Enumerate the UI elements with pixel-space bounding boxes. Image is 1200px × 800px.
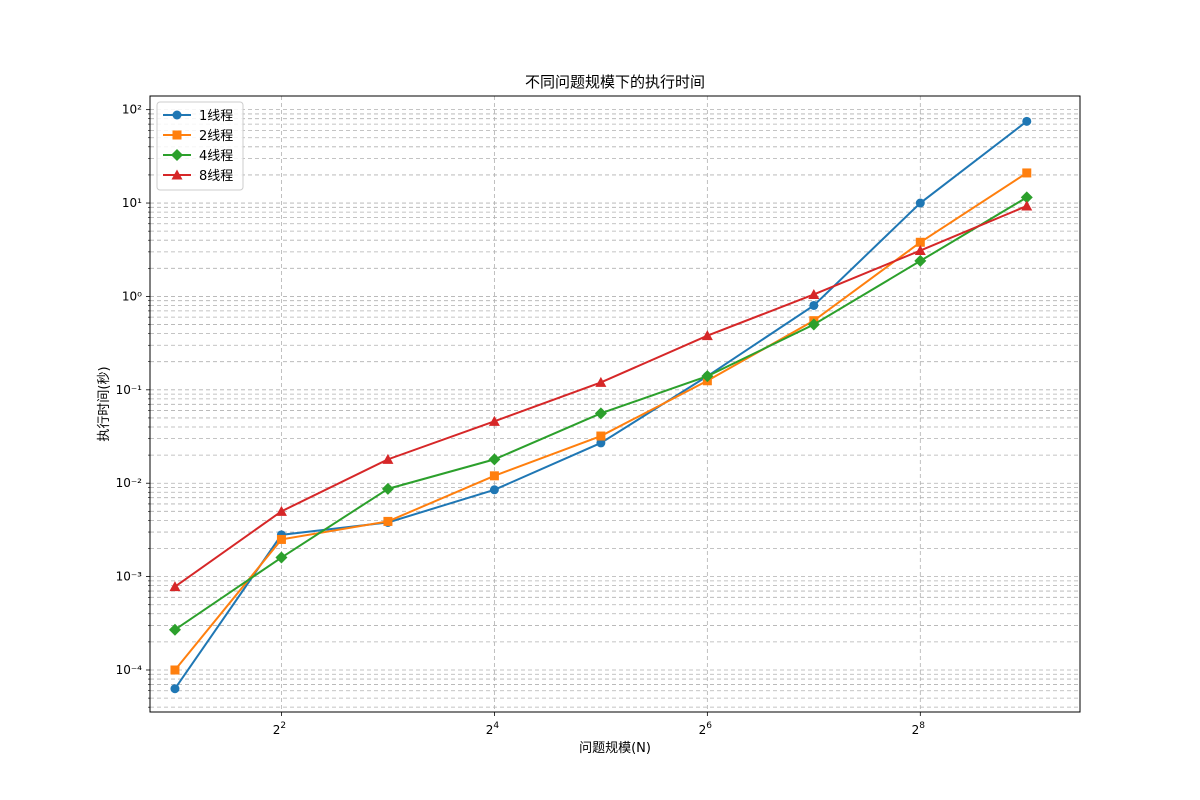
data-point	[701, 370, 714, 383]
y-tick-label: 10⁻³	[116, 570, 143, 584]
legend: 1线程 2线程 4线程 8线程	[156, 101, 244, 191]
legend-marker	[171, 149, 183, 161]
data-point	[382, 453, 394, 464]
legend-label: 8线程	[199, 169, 233, 184]
data-point	[1021, 200, 1033, 211]
data-point	[276, 534, 286, 544]
data-point	[914, 245, 926, 256]
data-point	[168, 623, 181, 636]
data-point	[275, 505, 287, 516]
data-series	[168, 116, 1033, 694]
y-tick-label: 10¹	[122, 196, 142, 210]
legend-label: 1线程	[199, 109, 233, 124]
legend-marker	[172, 130, 182, 140]
legend-box	[156, 101, 244, 191]
data-point	[595, 376, 607, 387]
legend-item: 4线程	[163, 149, 233, 164]
legend-item: 8线程	[163, 169, 233, 184]
data-point	[596, 431, 606, 441]
legend-marker	[171, 169, 183, 180]
x-axis-label: 问题规模(N)	[579, 741, 651, 756]
legend-label: 2线程	[199, 129, 233, 144]
data-point	[1020, 191, 1033, 204]
data-point	[915, 237, 925, 247]
y-tick-label: 10⁻¹	[116, 383, 143, 397]
chart-title: 不同问题规模下的执行时间	[525, 73, 705, 91]
series-3	[168, 191, 1033, 636]
data-point	[1022, 116, 1032, 126]
legend-item: 1线程	[163, 109, 233, 124]
legend-label: 4线程	[199, 149, 233, 164]
data-point	[1022, 168, 1032, 178]
data-point	[914, 254, 927, 267]
data-point	[488, 415, 500, 426]
data-point	[381, 482, 394, 495]
data-point	[489, 471, 499, 481]
y-tick-label: 10⁻⁴	[116, 663, 143, 677]
y-axis-label: 执行时间(秒)	[97, 366, 112, 441]
data-point	[383, 516, 393, 526]
data-point	[915, 198, 925, 208]
data-point	[275, 551, 288, 564]
data-point	[170, 665, 180, 675]
data-point	[170, 684, 180, 694]
data-point	[596, 438, 606, 448]
data-point	[701, 330, 713, 341]
data-point	[169, 581, 181, 592]
y-tick-label: 10⁰	[122, 289, 142, 303]
data-point	[808, 288, 820, 299]
data-point	[809, 300, 819, 310]
major-grid	[150, 96, 1080, 712]
y-tick-label: 10²	[122, 103, 142, 117]
data-point	[489, 485, 499, 495]
legend-marker	[172, 110, 182, 120]
y-tick-label: 10⁻²	[116, 476, 143, 490]
data-point	[594, 407, 607, 420]
data-point	[488, 453, 501, 466]
minor-grid	[150, 113, 1080, 708]
legend-item: 2线程	[163, 129, 233, 144]
y-axis-ticks: 10² 10¹ 10⁰ 10⁻¹ 10⁻² 10⁻³ 10⁻⁴	[116, 103, 150, 708]
series-4	[169, 200, 1033, 592]
data-point	[807, 318, 820, 331]
